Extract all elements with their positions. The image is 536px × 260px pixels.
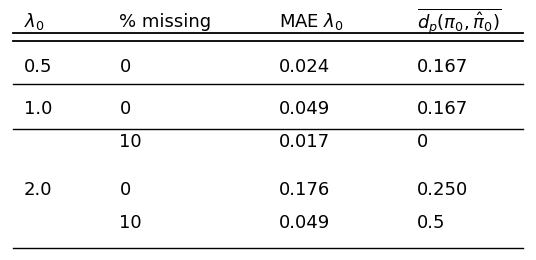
Text: 0: 0 <box>120 100 131 118</box>
Text: 0: 0 <box>120 181 131 199</box>
Text: 10: 10 <box>120 133 142 151</box>
Text: 0: 0 <box>120 58 131 76</box>
Text: 0.250: 0.250 <box>416 181 468 199</box>
Text: 0.017: 0.017 <box>279 133 330 151</box>
Text: 2.0: 2.0 <box>24 181 53 199</box>
Text: 0.5: 0.5 <box>416 214 445 232</box>
Text: 0.024: 0.024 <box>279 58 330 76</box>
Text: MAE $\lambda_0$: MAE $\lambda_0$ <box>279 11 344 32</box>
Text: 0.5: 0.5 <box>24 58 53 76</box>
Text: 0.049: 0.049 <box>279 214 330 232</box>
Text: 10: 10 <box>120 214 142 232</box>
Text: $\lambda_0$: $\lambda_0$ <box>24 11 44 32</box>
Text: $\overline{d_p(\pi_0, \hat{\pi}_0)}$: $\overline{d_p(\pi_0, \hat{\pi}_0)}$ <box>416 6 501 37</box>
Text: 0.176: 0.176 <box>279 181 330 199</box>
Text: 1.0: 1.0 <box>24 100 53 118</box>
Text: 0.167: 0.167 <box>416 100 468 118</box>
Text: % missing: % missing <box>120 13 212 31</box>
Text: 0.049: 0.049 <box>279 100 330 118</box>
Text: 0: 0 <box>416 133 428 151</box>
Text: 0.167: 0.167 <box>416 58 468 76</box>
